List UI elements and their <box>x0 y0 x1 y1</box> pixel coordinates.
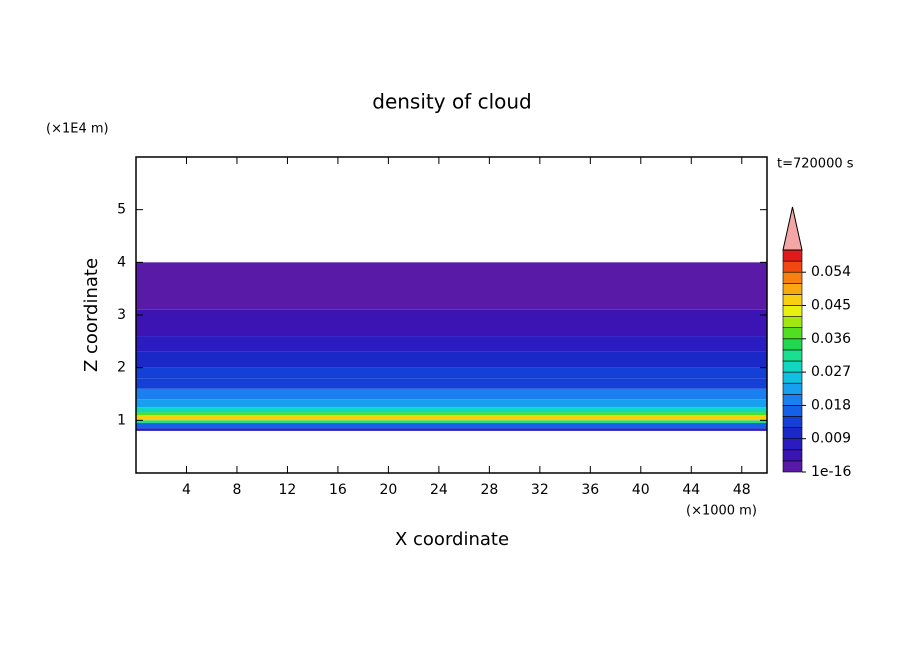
y-axis-label: Z coordinate <box>81 258 102 372</box>
colorbar-label: 0.027 <box>811 364 851 380</box>
colorbar-box <box>782 382 803 395</box>
colorbar-box <box>782 338 803 351</box>
contour-band <box>136 407 767 413</box>
colorbar-box <box>782 371 803 384</box>
contour-band <box>136 412 767 416</box>
x-tick-label: 28 <box>480 482 498 498</box>
contour-band <box>136 351 767 368</box>
colorbar-box <box>782 327 803 340</box>
x-tick-label: 36 <box>581 482 599 498</box>
colorbar-box <box>782 349 803 362</box>
colorbar-label: 0.054 <box>811 264 851 280</box>
time-label: t=720000 s <box>777 157 854 172</box>
colorbar-label: 1e-16 <box>811 464 851 480</box>
colorbar-box <box>782 427 803 440</box>
contour-band <box>136 420 767 423</box>
contour-band <box>136 378 767 389</box>
contour-band <box>136 428 767 431</box>
colorbar-box <box>782 271 803 284</box>
contour-band <box>136 422 767 429</box>
colorbar-box <box>782 438 803 451</box>
colorbar-box <box>782 393 803 406</box>
x-tick-label: 4 <box>182 482 191 498</box>
colorbar-label: 0.018 <box>811 397 851 413</box>
contour-band <box>136 262 767 310</box>
x-unit: (×1000 m) <box>686 504 757 519</box>
colorbar-box <box>782 460 803 473</box>
y-tick-label: 2 <box>117 360 126 376</box>
colorbar-box <box>782 416 803 428</box>
chart-title: density of cloud <box>372 90 531 114</box>
colorbar-label: 0.045 <box>811 298 851 314</box>
x-tick-label: 32 <box>531 482 549 498</box>
contour-band <box>136 309 767 337</box>
colorbar-label: 0.009 <box>811 431 851 447</box>
y-tick-label: 3 <box>117 307 126 323</box>
contour-band <box>136 336 767 352</box>
colorbar-box <box>782 260 803 273</box>
x-tick-label: 48 <box>733 482 751 498</box>
colorbar-box <box>782 316 803 329</box>
colorbar-label: 0.036 <box>811 331 851 347</box>
contour-band <box>136 388 767 400</box>
x-tick-label: 8 <box>232 482 241 498</box>
colorbar-box <box>782 449 803 462</box>
x-axis-label: X coordinate <box>395 529 509 550</box>
colorbar-over <box>782 206 803 251</box>
x-tick-label: 24 <box>430 482 448 498</box>
colorbar-box <box>782 405 803 417</box>
contour-band <box>136 399 767 408</box>
x-tick-label: 20 <box>379 482 397 498</box>
colorbar-box <box>782 360 803 373</box>
contour-band <box>136 415 767 421</box>
colorbar-box <box>782 305 803 317</box>
x-tick-label: 16 <box>329 482 347 498</box>
y-tick-label: 5 <box>117 202 126 218</box>
y-tick-label: 1 <box>117 412 126 428</box>
x-tick-label: 12 <box>279 482 297 498</box>
x-tick-label: 44 <box>682 482 700 498</box>
colorbar-box <box>782 249 803 262</box>
contour-band <box>136 367 767 379</box>
y-tick-label: 4 <box>117 254 126 270</box>
colorbar-box <box>782 282 803 295</box>
colorbar-box <box>782 294 803 306</box>
y-unit: (×1E4 m) <box>46 122 109 137</box>
x-tick-label: 40 <box>632 482 650 498</box>
